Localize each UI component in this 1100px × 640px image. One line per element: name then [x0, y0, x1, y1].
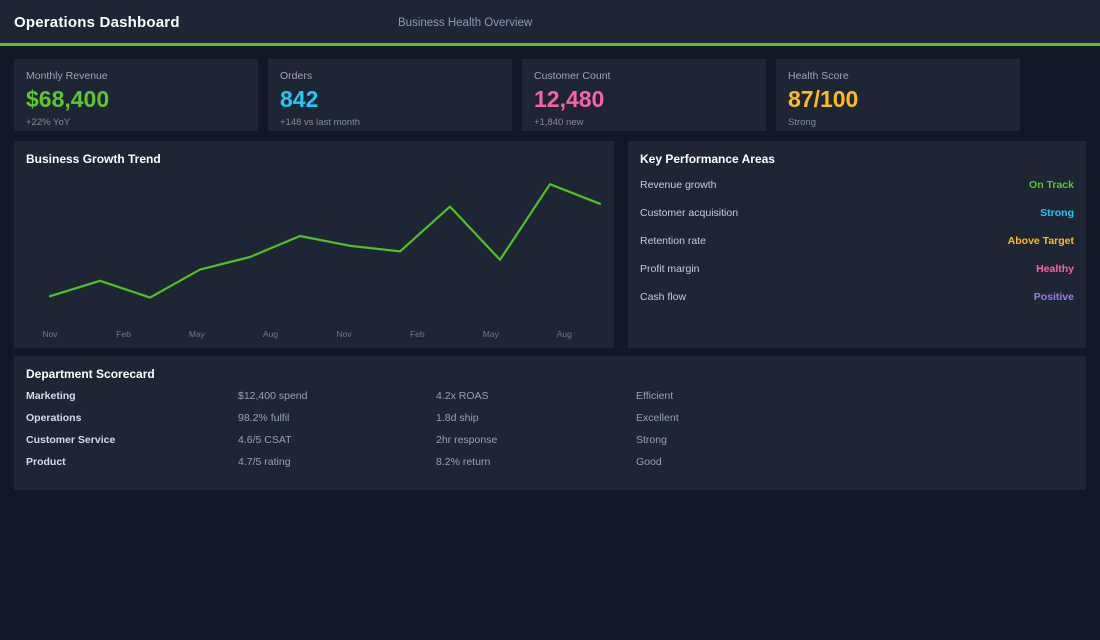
- kpa-status-badge: On Track: [1029, 179, 1074, 191]
- page-title: Operations Dashboard: [14, 14, 180, 31]
- kpa-list: Revenue growth On Track Customer acquisiti…: [640, 171, 1074, 311]
- kpi-card-row: Monthly Revenue $68,400 +22% YoY Orders 842 +…: [14, 59, 1020, 131]
- chart-x-axis-tick: Feb: [410, 329, 425, 339]
- department-metric-3: Good: [636, 456, 662, 468]
- kpi-delta: Strong: [788, 117, 816, 129]
- department-metric-2: 8.2% return: [436, 456, 491, 468]
- department-metric-1: 4.7/5 rating: [238, 456, 291, 468]
- department-metric-2: 2hr response: [436, 434, 498, 446]
- department-name: Operations: [26, 412, 82, 424]
- kpa-row: Retention rate Above Target: [640, 227, 1074, 255]
- main-content-row: Business Growth Trend Nov Feb May Aug Nov Feb…: [14, 141, 1086, 348]
- department-metric-3: Efficient: [636, 390, 674, 402]
- table-row: Marketing $12,400 spend 4.2x ROAS Efficient: [26, 387, 1074, 409]
- key-performance-areas-panel: Key Performance Areas Revenue growth On T…: [628, 141, 1086, 348]
- department-metric-1: $12,400 spend: [238, 390, 308, 402]
- kpa-row: Cash flow Positive: [640, 283, 1074, 311]
- department-scorecard-panel: Department Scorecard Marketing $12,400 sp…: [14, 356, 1086, 490]
- kpa-status-badge: Strong: [1040, 207, 1074, 219]
- kpi-value: $68,400: [26, 86, 110, 112]
- chart-x-axis-tick: May: [189, 329, 206, 339]
- chart-panel-title: Business Growth Trend: [26, 152, 161, 166]
- department-name: Marketing: [26, 390, 76, 402]
- growth-trend-line-chart: Nov Feb May Aug Nov Feb May Aug: [42, 183, 602, 339]
- chart-x-axis-tick: Feb: [116, 329, 131, 339]
- app-header: Operations Dashboard Business Health Ove…: [0, 0, 1100, 46]
- kpi-card: Customer Count 12,480 +1,840 new: [522, 59, 766, 131]
- chart-x-axis-tick: May: [483, 329, 500, 339]
- kpa-name: Customer acquisition: [640, 207, 739, 219]
- table-row: Operations 98.2% fulfil 1.8d ship Excellent: [26, 409, 1074, 431]
- kpi-value: 12,480: [534, 86, 605, 112]
- kpi-value: 842: [280, 86, 319, 112]
- department-metric-3: Strong: [636, 434, 667, 446]
- kpa-name: Retention rate: [640, 235, 706, 247]
- scorecard-panel-title: Department Scorecard: [26, 367, 155, 381]
- kpi-label: Orders: [280, 70, 313, 82]
- kpa-row: Revenue growth On Track: [640, 171, 1074, 199]
- kpa-status-badge: Healthy: [1036, 263, 1074, 275]
- chart-x-axis-tick: Nov: [336, 329, 352, 339]
- table-row: Product 4.7/5 rating 8.2% return Good: [26, 453, 1074, 475]
- chart-x-axis-tick: Nov: [42, 329, 58, 339]
- department-rows: Marketing $12,400 spend 4.2x ROAS Efficient…: [26, 387, 1074, 475]
- kpi-card: Health Score 87/100 Strong: [776, 59, 1020, 131]
- kpa-status-badge: Positive: [1033, 291, 1074, 303]
- table-row: Customer Service 4.6/5 CSAT 2hr response St…: [26, 431, 1074, 453]
- kpa-row: Customer acquisition Strong: [640, 199, 1074, 227]
- business-growth-trend-panel: Business Growth Trend Nov Feb May Aug Nov Feb…: [14, 141, 614, 348]
- kpi-card: Monthly Revenue $68,400 +22% YoY: [14, 59, 258, 131]
- kpa-name: Revenue growth: [640, 179, 717, 191]
- department-name: Customer Service: [26, 434, 116, 446]
- department-metric-1: 98.2% fulfil: [238, 412, 290, 424]
- kpi-label: Monthly Revenue: [26, 70, 108, 82]
- kpi-delta: +1,840 new: [534, 117, 584, 129]
- department-metric-2: 4.2x ROAS: [436, 390, 489, 402]
- department-metric-3: Excellent: [636, 412, 679, 424]
- department-metric-1: 4.6/5 CSAT: [238, 434, 292, 446]
- kpi-label: Health Score: [788, 70, 849, 82]
- kpi-delta: +22% YoY: [26, 117, 71, 129]
- page-subtitle: Business Health Overview: [398, 17, 533, 29]
- department-name: Product: [26, 456, 66, 468]
- kpi-label: Customer Count: [534, 70, 611, 82]
- kpa-row: Profit margin Healthy: [640, 255, 1074, 283]
- department-metric-2: 1.8d ship: [436, 412, 479, 424]
- chart-x-axis-tick: Aug: [557, 329, 572, 339]
- kpa-name: Cash flow: [640, 291, 687, 303]
- kpa-panel-title: Key Performance Areas: [640, 152, 775, 166]
- kpi-value: 87/100: [788, 86, 859, 112]
- kpa-status-badge: Above Target: [1007, 235, 1074, 247]
- kpi-delta: +148 vs last month: [280, 117, 361, 129]
- growth-trend-line: [48, 183, 602, 299]
- chart-x-axis-tick: Aug: [263, 329, 278, 339]
- kpi-card: Orders 842 +148 vs last month: [268, 59, 512, 131]
- kpa-name: Profit margin: [640, 263, 700, 275]
